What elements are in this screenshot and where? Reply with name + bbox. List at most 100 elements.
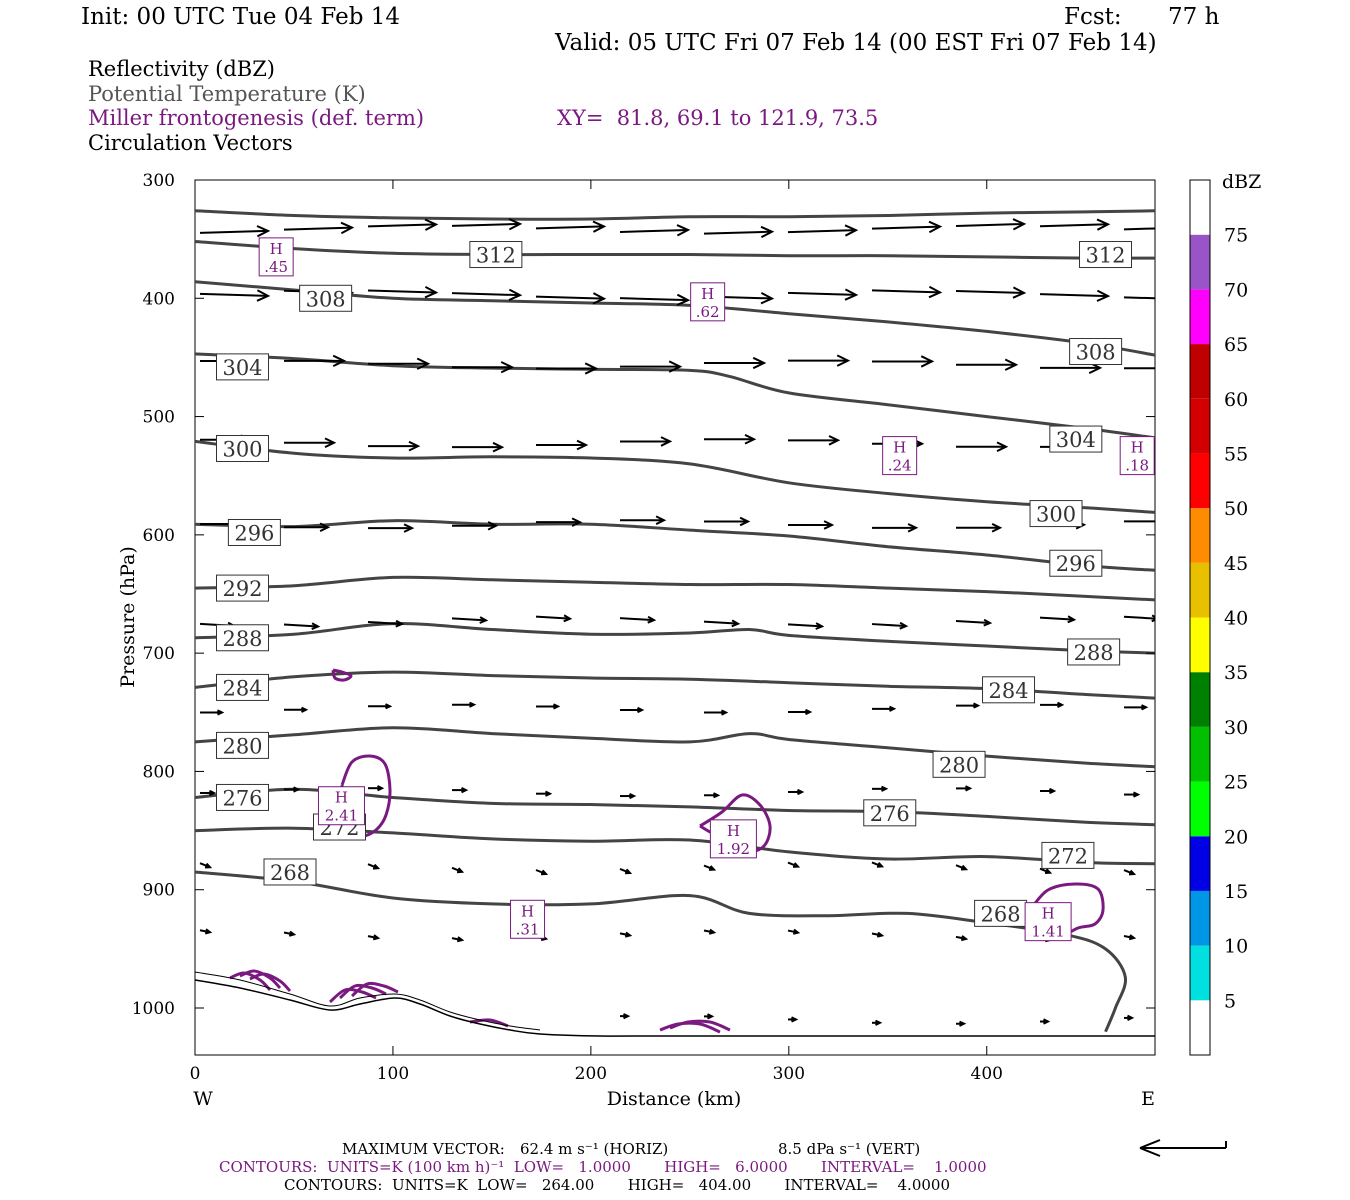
- circulation-vector: [871, 225, 941, 230]
- vector-head: [563, 614, 573, 623]
- isentrope-label-text: 304: [222, 356, 262, 380]
- isentrope-label-text: 268: [270, 861, 310, 885]
- circulation-vector: [283, 226, 353, 231]
- reflectivity-colorbar: 5 10 15 20 25 30 35 40 45 50 55 60 65 70 75: [1189, 179, 1248, 1056]
- vector-head: [408, 440, 421, 452]
- circulation-vector: [451, 617, 487, 622]
- vector-head: [1151, 614, 1155, 623]
- x-tick-label: 0: [190, 1064, 201, 1084]
- vector-head: [324, 437, 337, 448]
- init-time: Init: 00 UTC Tue 04 Feb 14: [81, 4, 401, 30]
- isentrope-label: 296: [227, 518, 281, 546]
- frontogenesis-max-h: H: [335, 789, 348, 807]
- frontogenesis-max-value: .62: [696, 303, 720, 321]
- colorbar-segment: [1190, 453, 1210, 509]
- vector-head: [836, 354, 851, 367]
- vector-head: [592, 292, 607, 305]
- colorbar-label: 75: [1224, 225, 1248, 247]
- isentrope-label: 300: [216, 435, 270, 463]
- vector-head: [469, 701, 477, 708]
- vector-head: [403, 523, 415, 533]
- isentrope-label-text: 280: [939, 753, 979, 777]
- frontogenesis-max-h: H: [521, 902, 534, 920]
- terrain-line-upper: [195, 971, 541, 1031]
- vector-head: [301, 706, 309, 713]
- vector-head: [624, 931, 633, 938]
- vector-head: [456, 867, 465, 874]
- vector-head: [288, 930, 297, 937]
- vector-head: [629, 792, 637, 800]
- vector-head: [928, 285, 943, 299]
- isentrope-label: 276: [216, 783, 270, 811]
- vector-head: [797, 788, 805, 796]
- max-vector-label: MAXIMUM VECTOR:: [342, 1140, 505, 1158]
- vector-head: [508, 218, 523, 231]
- vector-head: [708, 865, 717, 871]
- x-tick-label: 100: [377, 1064, 409, 1084]
- frontogenesis-max-value: .31: [516, 920, 540, 938]
- isentrope-label: 288: [216, 624, 270, 652]
- vector-head: [1057, 701, 1065, 708]
- circulation-vector: [1039, 223, 1109, 228]
- frontogenesis-max-label: H.24: [882, 436, 918, 476]
- field-miller-frontogenesis: Miller frontogenesis (def. term): [88, 106, 425, 130]
- frontogenesis-max-h: H: [701, 285, 714, 303]
- vector-head: [1165, 440, 1174, 449]
- frontogenesis-contour: [329, 987, 377, 1004]
- x-tick-label: 200: [575, 1064, 607, 1084]
- isentrope-contour-info: CONTOURS: UNITS=K LOW= 264.00 HIGH= 404.…: [284, 1176, 950, 1194]
- circulation-vector: [199, 292, 269, 297]
- isentrope-label: 288: [1067, 638, 1121, 666]
- vector-head: [1133, 791, 1141, 798]
- isentrope-296: [195, 519, 1155, 572]
- vector-head: [1012, 286, 1027, 299]
- vector-head: [1043, 1018, 1051, 1025]
- direction-east: E: [1141, 1088, 1155, 1110]
- circulation-vector: [955, 222, 1025, 227]
- isentrope-label: 312: [1079, 241, 1133, 269]
- vector-head: [256, 289, 271, 302]
- circulation-vector: [1123, 615, 1155, 620]
- vector-head: [332, 354, 347, 368]
- isentrope-label: 300: [1029, 500, 1083, 528]
- frontogenesis-max-h: H: [893, 439, 906, 457]
- colorbar-label: 15: [1224, 881, 1248, 903]
- circulation-vector: [703, 230, 773, 235]
- circulation-vector: [367, 620, 403, 625]
- y-tick-label: 700: [143, 644, 175, 664]
- y-tick-label: 500: [143, 408, 175, 428]
- forecast-label: Fcst:: [1064, 4, 1122, 30]
- vector-head: [1096, 289, 1111, 302]
- vector-head: [256, 225, 271, 238]
- vector-head: [1067, 615, 1077, 624]
- vector-head: [456, 936, 465, 943]
- frontogenesis-max-h: H: [727, 822, 740, 840]
- vector-head: [487, 521, 499, 531]
- vector-head: [875, 1019, 883, 1026]
- frontogenesis-max-label: H.31: [510, 899, 546, 939]
- colorbar-label: 65: [1224, 334, 1248, 356]
- colorbar-label: 50: [1224, 498, 1248, 520]
- colorbar-segment: [1190, 289, 1210, 345]
- vector-head: [721, 709, 729, 716]
- colorbar-segment: [1190, 781, 1210, 837]
- vector-head: [707, 1013, 715, 1020]
- vector-head: [844, 224, 859, 237]
- isentrope-label: 284: [982, 676, 1036, 704]
- y-tick-label: 300: [143, 171, 175, 191]
- circulation-vector: [619, 297, 689, 302]
- circulation-vector: [1123, 227, 1155, 231]
- frontogenesis-max-label: H1.92: [709, 819, 757, 859]
- cross-section-endpoints: XY= 81.8, 69.1 to 121.9, 73.5: [557, 106, 879, 130]
- isentrope-292: [195, 575, 1155, 602]
- frontogenesis-max-label: H.62: [690, 282, 726, 322]
- vector-head: [1012, 218, 1027, 231]
- circulation-vector: [871, 623, 907, 628]
- vector-head: [209, 789, 217, 797]
- isentrope-label-text: 268: [981, 902, 1021, 926]
- circulation-vector: [955, 620, 991, 624]
- isentrope-label: 268: [263, 858, 317, 886]
- isentrope-label-text: 300: [1036, 503, 1076, 527]
- isentrope-label-text: 296: [234, 521, 274, 545]
